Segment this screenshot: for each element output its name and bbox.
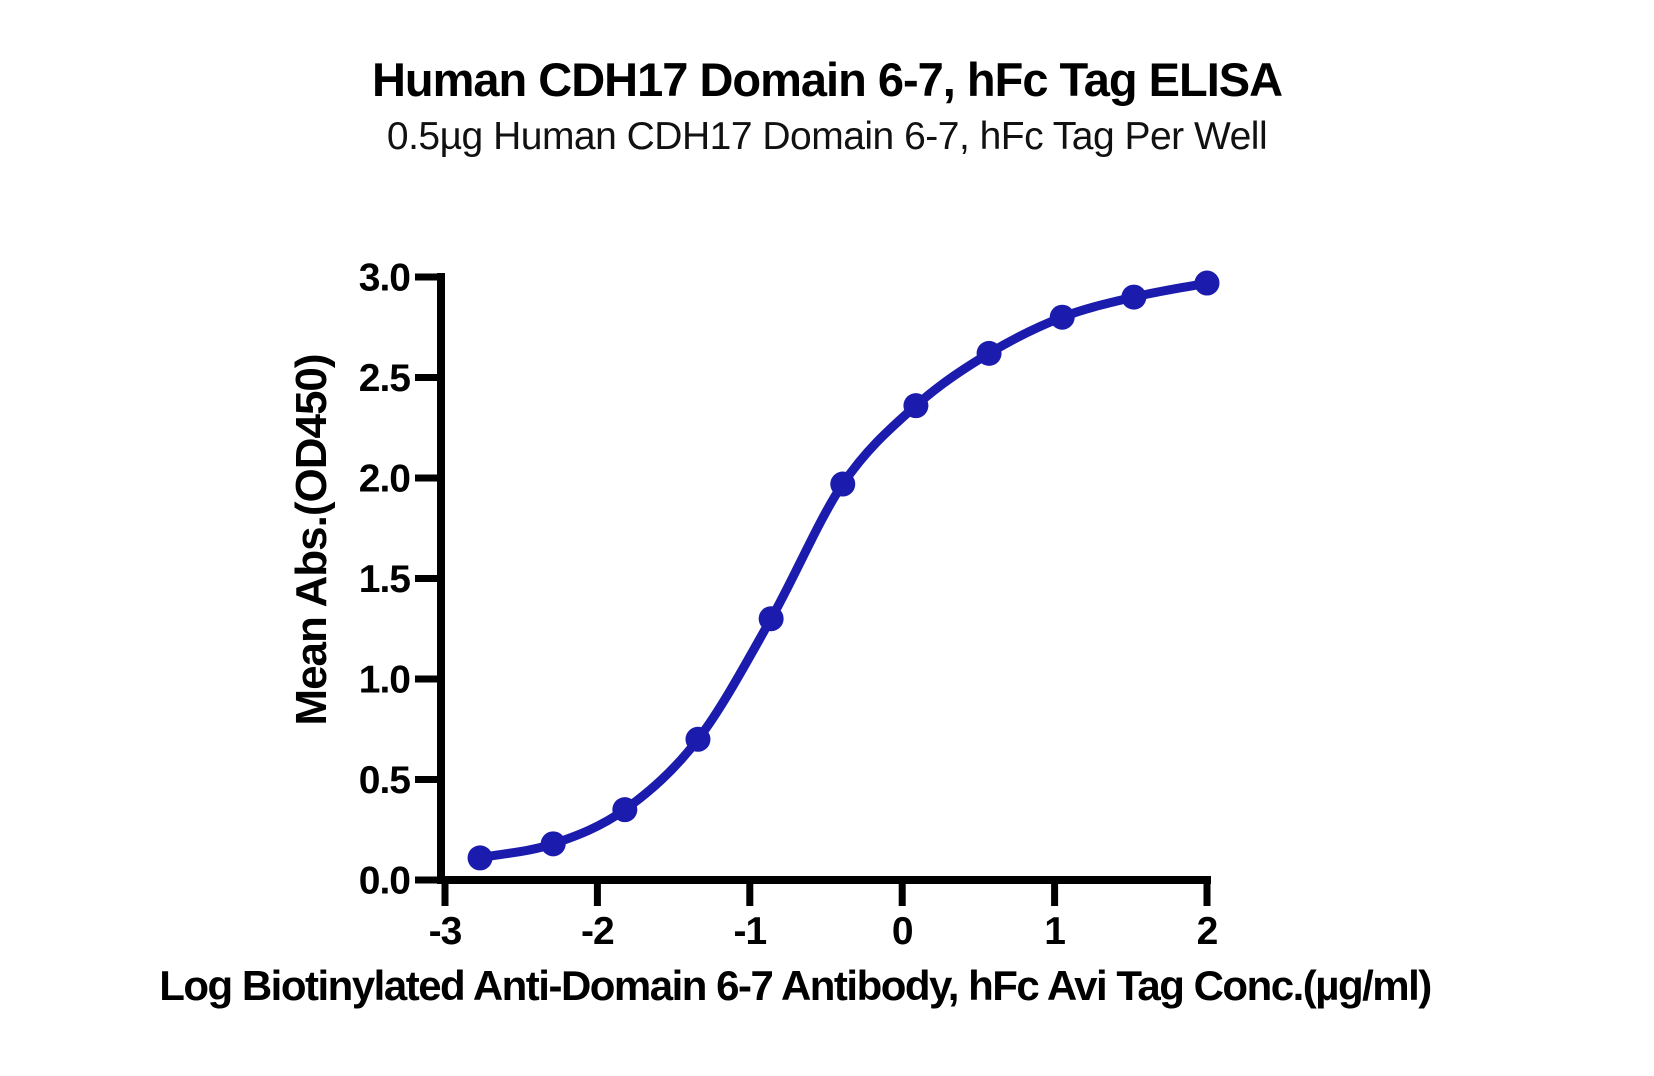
fit-curve <box>475 278 1212 863</box>
x-tick-label: -1 <box>733 910 766 953</box>
y-tick-label: 2.5 <box>359 357 411 400</box>
x-tick-label: 0 <box>892 910 913 953</box>
data-point <box>903 393 929 419</box>
data-point <box>685 726 711 752</box>
chart-subtitle: 0.5µg Human CDH17 Domain 6-7, hFc Tag Pe… <box>386 115 1268 158</box>
axes <box>437 273 1211 884</box>
data-point <box>540 831 566 857</box>
data-point <box>1049 304 1075 330</box>
data-point <box>976 340 1002 366</box>
y-tick-label: 1.0 <box>359 659 411 702</box>
chart-title: Human CDH17 Domain 6-7, hFc Tag ELISA <box>371 53 1283 106</box>
axis-ticks <box>415 273 1211 906</box>
x-tick-label: 2 <box>1197 910 1218 953</box>
y-tick-label: 1.5 <box>359 558 411 601</box>
axis-tick-labels: 0.0 0.5 1.0 1.5 2.0 2.5 3.0 -3 -2 -1 0 1 2 <box>359 257 1219 954</box>
dose-response-curve <box>475 278 1212 863</box>
y-tick-label: 0.0 <box>359 860 411 903</box>
y-tick-label: 3.0 <box>359 257 411 300</box>
x-axis-label: Log Biotinylated Anti-Domain 6-7 Antibod… <box>159 962 1432 1009</box>
data-point <box>1194 270 1220 296</box>
y-tick-label: 0.5 <box>359 759 411 802</box>
data-point <box>758 606 784 632</box>
x-tick-label: 1 <box>1044 910 1065 953</box>
data-point <box>612 797 638 823</box>
data-points <box>467 270 1220 871</box>
data-point <box>467 845 493 871</box>
x-tick-label: -2 <box>581 910 614 953</box>
y-tick-label: 2.0 <box>359 458 411 501</box>
x-tick-label: -3 <box>429 910 462 953</box>
y-axis-label-text: Mean Abs.(OD450) <box>287 354 336 726</box>
data-point <box>1121 284 1147 310</box>
data-point <box>830 471 856 497</box>
